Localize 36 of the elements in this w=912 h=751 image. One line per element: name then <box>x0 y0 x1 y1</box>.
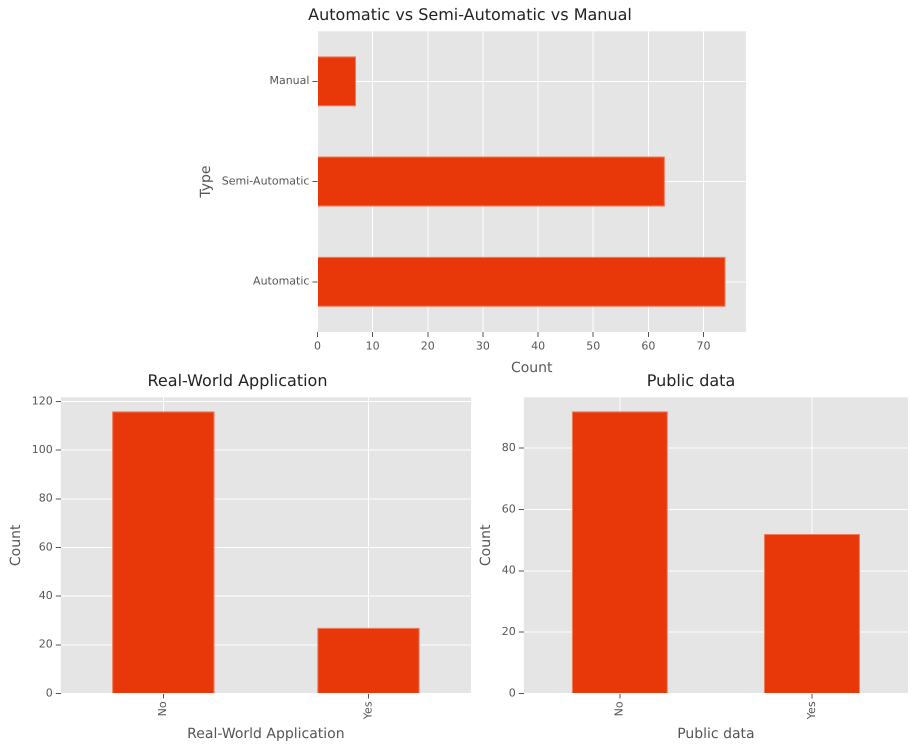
chart-title: Public data <box>646 370 736 390</box>
x-axis-title: Count <box>510 360 554 376</box>
x-tick-label: No <box>156 701 170 716</box>
x-tick-label: Yes <box>804 701 818 720</box>
y-tick-label: 20 <box>502 624 516 638</box>
y-axis-title: Count <box>8 524 24 566</box>
x-tick-label: 40 <box>531 339 546 352</box>
y-tick-label: Semi-Automatic <box>222 174 310 188</box>
y-tick-label: 100 <box>32 443 53 456</box>
x-axis-title: Real-World Application <box>187 726 345 742</box>
x-axis-title: Public data <box>677 726 755 742</box>
y-tick-label: Manual <box>269 74 310 88</box>
x-tick-label: 60 <box>641 339 656 352</box>
y-tick-label: 80 <box>38 492 53 505</box>
x-tick-label: Yes <box>361 701 374 720</box>
x-tick-label: 50 <box>586 339 600 352</box>
y-tick-label: 60 <box>38 540 53 554</box>
x-tick-label: No <box>612 701 626 716</box>
y-tick-label: 120 <box>32 394 53 408</box>
y-tick-label: Automatic <box>253 274 310 288</box>
y-tick-label: 40 <box>38 589 53 602</box>
chart-title: Automatic vs Semi-Automatic vs Manual <box>308 4 632 24</box>
y-tick-label: 20 <box>38 638 53 651</box>
x-tick-label: 70 <box>696 339 711 352</box>
y-tick-label: 60 <box>502 502 516 516</box>
x-tick-label: 30 <box>476 339 490 352</box>
y-axis-title: Type <box>198 166 214 199</box>
x-tick-label: 10 <box>366 339 380 352</box>
chart-title: Real-World Application <box>148 370 328 390</box>
y-tick-label: 0 <box>508 686 516 700</box>
x-tick-label: 20 <box>420 339 435 352</box>
y-tick-label: 40 <box>502 564 516 577</box>
y-axis-title: Count <box>478 524 494 566</box>
y-tick-label: 80 <box>502 440 516 454</box>
x-tick-label: 0 <box>314 339 321 352</box>
y-tick-label: 0 <box>46 686 53 700</box>
